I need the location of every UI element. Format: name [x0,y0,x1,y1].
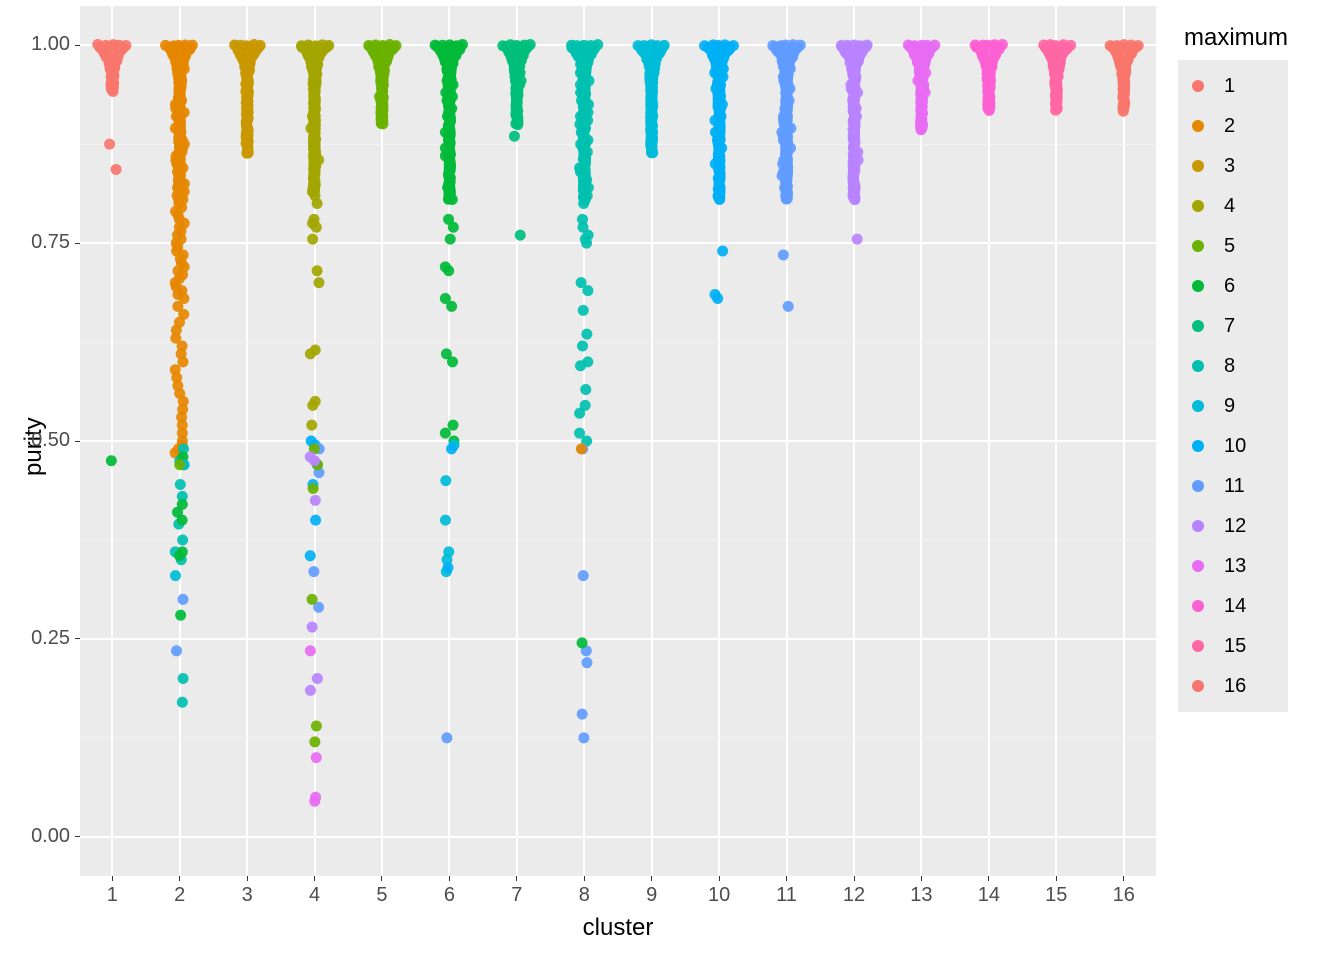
legend-label: 3 [1224,155,1235,178]
legend-item: 4 [1184,186,1278,226]
legend-item: 13 [1184,546,1278,586]
x-tick-label: 3 [227,884,267,907]
x-tick-label: 15 [1036,884,1076,907]
y-tick-label: 0.00 [15,825,70,848]
legend-item: 16 [1184,666,1278,706]
legend-label: 15 [1224,635,1246,658]
legend-label: 14 [1224,595,1246,618]
legend-dot-icon [1192,80,1204,92]
legend-items: 12345678910111213141516 [1178,60,1288,712]
legend-dot-icon [1192,520,1204,532]
x-tick-label: 2 [160,884,200,907]
legend-item: 12 [1184,506,1278,546]
legend-label: 5 [1224,235,1235,258]
legend-item: 8 [1184,346,1278,386]
legend-dot-icon [1192,440,1204,452]
legend-dot-icon [1192,120,1204,132]
legend-label: 4 [1224,195,1235,218]
legend-label: 11 [1224,475,1245,498]
legend-item: 1 [1184,66,1278,106]
legend-label: 13 [1224,555,1246,578]
x-axis-title: cluster [568,914,668,942]
legend-label: 6 [1224,275,1235,298]
x-tick-label: 4 [295,884,335,907]
legend-label: 8 [1224,355,1235,378]
legend-item: 14 [1184,586,1278,626]
legend-label: 2 [1224,115,1235,138]
x-tick-label: 1 [92,884,132,907]
chart-figure: purity cluster maximum 12345678910111213… [0,0,1344,960]
y-tick-label: 0.75 [15,231,70,254]
x-tick-label: 16 [1104,884,1144,907]
x-tick-label: 14 [969,884,1009,907]
x-tick-label: 10 [699,884,739,907]
legend-item: 2 [1184,106,1278,146]
legend-item: 5 [1184,226,1278,266]
legend-item: 10 [1184,426,1278,466]
legend-item: 3 [1184,146,1278,186]
legend-dot-icon [1192,560,1204,572]
x-tick-label: 11 [767,884,807,907]
y-tick-label: 0.50 [15,429,70,452]
x-tick-label: 12 [834,884,874,907]
legend-dot-icon [1192,680,1204,692]
legend-dot-icon [1192,360,1204,372]
legend-item: 15 [1184,626,1278,666]
y-tick-label: 1.00 [15,33,70,56]
legend-item: 6 [1184,266,1278,306]
legend-item: 9 [1184,386,1278,426]
legend-dot-icon [1192,480,1204,492]
legend-item: 7 [1184,306,1278,346]
legend-label: 1 [1224,75,1235,98]
legend-item: 11 [1184,466,1278,506]
legend-dot-icon [1192,200,1204,212]
legend-label: 10 [1224,435,1246,458]
legend-label: 12 [1224,515,1246,538]
x-tick-label: 7 [497,884,537,907]
legend-label: 7 [1224,315,1235,338]
legend-label: 9 [1224,395,1235,418]
y-tick-label: 0.25 [15,627,70,650]
legend-title: maximum [1178,24,1288,52]
x-tick-label: 13 [901,884,941,907]
x-tick-label: 9 [632,884,672,907]
legend-dot-icon [1192,400,1204,412]
legend: maximum 12345678910111213141516 [1178,24,1288,712]
x-tick-label: 5 [362,884,402,907]
legend-dot-icon [1192,160,1204,172]
legend-dot-icon [1192,240,1204,252]
x-tick-label: 6 [429,884,469,907]
legend-label: 16 [1224,675,1246,698]
legend-dot-icon [1192,600,1204,612]
legend-dot-icon [1192,320,1204,332]
legend-dot-icon [1192,640,1204,652]
x-tick-label: 8 [564,884,604,907]
legend-dot-icon [1192,280,1204,292]
points-layer [0,0,1344,960]
